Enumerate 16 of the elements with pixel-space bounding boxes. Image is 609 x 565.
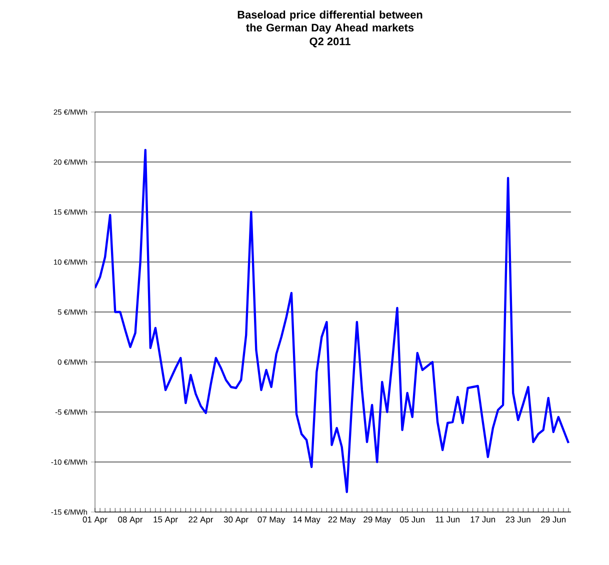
x-tick-label: 07 May — [258, 516, 286, 524]
x-tick-label: 23 Jun — [506, 516, 530, 523]
x-tick-label: 14 May — [293, 516, 320, 524]
x-tick-label: 22 May — [328, 516, 356, 524]
x-tick-label: 29 Jun — [541, 516, 566, 523]
x-tick-label: 15 Apr — [154, 516, 178, 524]
x-tick-label: 30 Apr — [224, 516, 248, 524]
x-tick-label: 08 Apr — [118, 516, 143, 524]
chart-subtitle: Q2 2011 — [310, 38, 350, 48]
x-tick-label: 01 Apr — [82, 516, 108, 524]
x-tick-label: 22 Apr — [188, 516, 214, 524]
chart-title: Baseload price differential between the German Day Ahead markets — [238, 10, 422, 34]
x-tick-label: 17 Jun — [470, 516, 496, 522]
x-tick-label: 05 Jun — [400, 516, 424, 523]
x-tick-label: 11 Jun — [436, 516, 460, 522]
x-tick-label: 29 May — [364, 516, 391, 524]
